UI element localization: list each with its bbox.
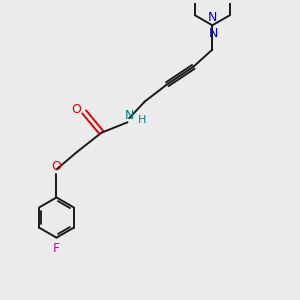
Text: N: N — [124, 109, 134, 122]
Text: N: N — [208, 28, 218, 40]
Text: N: N — [208, 11, 217, 24]
Text: O: O — [72, 103, 82, 116]
Text: H: H — [138, 115, 146, 124]
Text: O: O — [52, 160, 61, 173]
Text: F: F — [53, 242, 60, 254]
